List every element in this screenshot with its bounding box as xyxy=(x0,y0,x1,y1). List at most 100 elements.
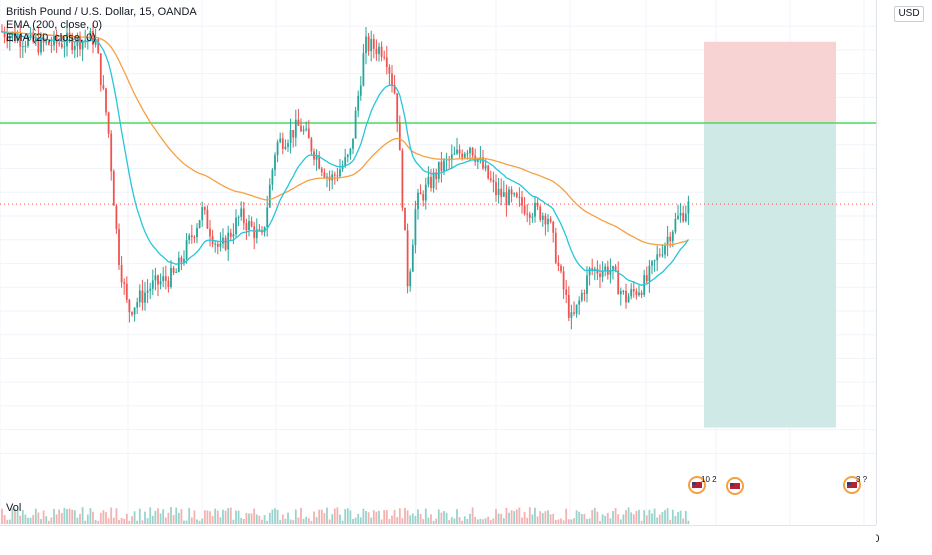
candle xyxy=(648,260,651,293)
candle xyxy=(313,148,315,166)
candle xyxy=(331,170,334,190)
volume-bar xyxy=(622,514,625,524)
volume-bar xyxy=(118,520,120,524)
symbol-title[interactable]: British Pound / U.S. Dollar, 15, OANDA xyxy=(6,6,197,18)
candle-body xyxy=(118,229,120,265)
candle xyxy=(593,266,596,281)
candle-body xyxy=(294,119,297,138)
candle-body xyxy=(541,215,544,220)
volume-label[interactable]: Vol xyxy=(6,502,22,514)
candle xyxy=(229,228,232,241)
candle-body xyxy=(567,294,570,318)
volume-bar xyxy=(167,512,170,524)
candle-body xyxy=(310,138,313,152)
volume-bar xyxy=(188,507,191,524)
volume-bar xyxy=(11,508,14,524)
candle-body xyxy=(505,192,508,206)
volume-bar xyxy=(27,517,29,524)
candle-body xyxy=(214,243,217,245)
candle xyxy=(495,174,497,202)
candle xyxy=(307,120,310,139)
candle-body xyxy=(367,36,370,52)
candle xyxy=(471,147,474,158)
volume-bar xyxy=(19,515,22,524)
candle-body xyxy=(19,35,22,47)
candle xyxy=(102,75,105,91)
volume-bar xyxy=(94,519,97,524)
ema200-legend[interactable]: EMA (200, close, 0) xyxy=(6,19,102,31)
candle xyxy=(136,297,139,314)
candle xyxy=(47,40,50,46)
candle-body xyxy=(526,213,529,215)
candle-body xyxy=(271,169,274,185)
candle xyxy=(162,266,165,288)
candle-body xyxy=(320,168,323,173)
volume-bar xyxy=(414,515,417,524)
volume-bar xyxy=(81,507,84,524)
candle xyxy=(1,24,3,34)
candle-body xyxy=(437,161,440,179)
volume-bar xyxy=(539,511,542,524)
candle-body xyxy=(677,215,679,219)
price-axis[interactable] xyxy=(876,0,932,525)
candle xyxy=(398,115,401,151)
volume-bar xyxy=(435,518,438,524)
candle xyxy=(370,30,373,62)
volume-bar xyxy=(209,511,211,524)
candle-body xyxy=(656,254,659,261)
volume-bar xyxy=(219,517,222,524)
candle-body xyxy=(281,138,284,149)
volume-bar xyxy=(313,511,315,524)
candle-body xyxy=(638,292,640,296)
candle xyxy=(570,304,573,330)
candle-body xyxy=(682,212,685,222)
candle-body xyxy=(141,290,144,303)
candle-body xyxy=(159,281,162,285)
candle-body xyxy=(45,41,48,43)
time-axis[interactable] xyxy=(0,525,876,551)
candle xyxy=(365,27,367,65)
candle-body xyxy=(229,232,232,237)
candle xyxy=(281,132,284,155)
candle xyxy=(266,195,269,237)
candle xyxy=(99,53,102,92)
volume-bar xyxy=(625,510,627,524)
candle-body xyxy=(162,276,165,282)
candle xyxy=(89,27,92,40)
candle-body xyxy=(206,209,209,229)
candle-body xyxy=(97,38,100,54)
volume-bar xyxy=(112,517,115,524)
candle xyxy=(19,24,22,59)
volume-bar xyxy=(482,519,484,524)
volume-bar xyxy=(32,515,35,524)
candle-body xyxy=(81,40,84,50)
ema20-legend[interactable]: EMA (20, close, 0) xyxy=(6,32,96,44)
volume-bar xyxy=(237,510,240,524)
volume-bar xyxy=(261,519,263,524)
volume-bar xyxy=(102,510,105,524)
candle-body xyxy=(627,296,630,303)
candle-body xyxy=(515,193,518,197)
candle-body xyxy=(393,84,396,94)
candle xyxy=(586,266,588,303)
candle xyxy=(437,161,440,183)
candle xyxy=(679,202,682,223)
candle xyxy=(300,118,302,132)
volume-bar xyxy=(157,508,159,524)
currency-button[interactable]: USD xyxy=(894,6,924,22)
candle-body xyxy=(554,232,557,263)
candle-body xyxy=(29,32,32,38)
candle xyxy=(528,211,531,226)
candle xyxy=(237,215,240,227)
volume-bar xyxy=(596,511,599,524)
candle xyxy=(86,38,89,50)
volume-bar xyxy=(456,509,458,524)
candle xyxy=(456,137,458,155)
candle-body xyxy=(612,266,614,270)
candle-body xyxy=(89,31,92,40)
candle-body xyxy=(593,268,596,271)
volume-bar xyxy=(242,518,245,524)
candle xyxy=(619,287,622,306)
